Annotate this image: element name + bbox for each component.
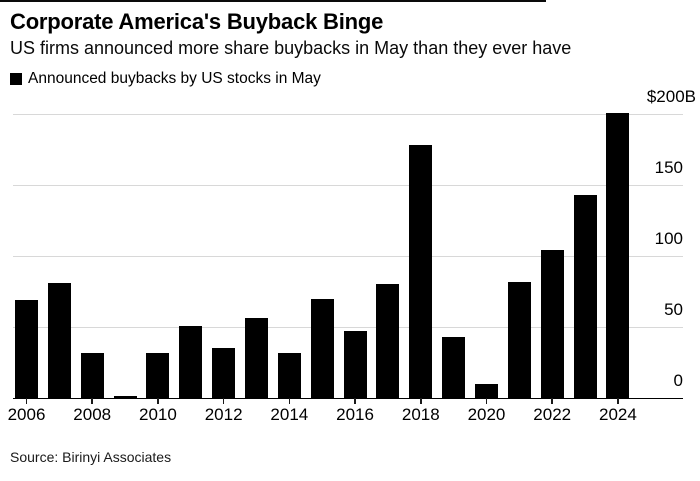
bar-2015: [310, 298, 334, 398]
bar-2022: [540, 250, 564, 398]
bar-2017: [376, 284, 400, 398]
bar-2011: [179, 325, 203, 398]
xtick-label-2020: 2020: [467, 405, 506, 424]
bar-chart-plot-area: $200B 150 100 50 0 2006 2008 2010 2012 2014 2016 20…: [8, 88, 696, 423]
xtick-label-2006: 2006: [7, 405, 46, 424]
xtick-label-2008: 2008: [73, 405, 112, 424]
bar-2012: [212, 348, 236, 398]
bar-2019: [442, 336, 466, 398]
ytick-label-150: 150: [654, 158, 683, 177]
xtick-2006: [25, 398, 28, 404]
xtick-label-2022: 2022: [533, 405, 572, 424]
xtick-2020: [485, 398, 488, 404]
bar-2009: [113, 395, 137, 398]
bar-2006: [15, 300, 38, 398]
ytick-label-100: 100: [654, 229, 683, 248]
legend: Announced buybacks by US stocks in May: [10, 70, 321, 88]
chart-title: Corporate America's Buyback Binge: [10, 9, 384, 34]
bar-2021: [507, 281, 531, 398]
bar-2023: [573, 194, 597, 398]
bar-2013: [244, 318, 268, 398]
bar-2007: [47, 282, 71, 398]
legend-swatch-icon: [10, 73, 22, 85]
xtick-2012: [222, 398, 225, 404]
gridline-100: [13, 256, 683, 257]
ytick-label-50: 50: [664, 300, 683, 319]
xtick-label-2016: 2016: [336, 405, 374, 424]
xtick-label-2010: 2010: [139, 405, 177, 424]
xtick-2024: [617, 398, 619, 404]
gridline-50: [13, 327, 683, 328]
gridline-200: [13, 114, 683, 115]
bar-2024: [606, 112, 630, 398]
bar-2016: [343, 331, 367, 398]
xtick-label-2014: 2014: [270, 405, 309, 424]
source-note: Source: Birinyi Associates: [10, 449, 172, 465]
gridline-150: [13, 185, 683, 186]
chart-subtitle: US firms announced more share buybacks i…: [10, 38, 572, 58]
ytick-label-0: 0: [673, 371, 683, 390]
top-rule: [0, 0, 546, 2]
xtick-2022: [551, 398, 553, 404]
xtick-label-2024: 2024: [599, 405, 637, 424]
bar-2020: [474, 383, 498, 398]
xtick-2008: [91, 398, 93, 404]
bar-2018: [409, 145, 433, 398]
ytick-label-200: $200B: [646, 87, 696, 106]
bar-2008: [80, 352, 104, 398]
legend-label: Announced buybacks by US stocks in May: [28, 70, 321, 87]
xtick-label-2012: 2012: [204, 405, 243, 424]
x-axis-baseline: [13, 397, 683, 399]
xtick-2016: [354, 398, 356, 404]
xtick-label-2018: 2018: [401, 405, 440, 424]
bar-2010: [146, 352, 170, 398]
xtick-2018: [420, 398, 422, 404]
xtick-2010: [157, 398, 159, 404]
bar-2014: [277, 352, 301, 398]
xtick-2014: [288, 398, 291, 404]
